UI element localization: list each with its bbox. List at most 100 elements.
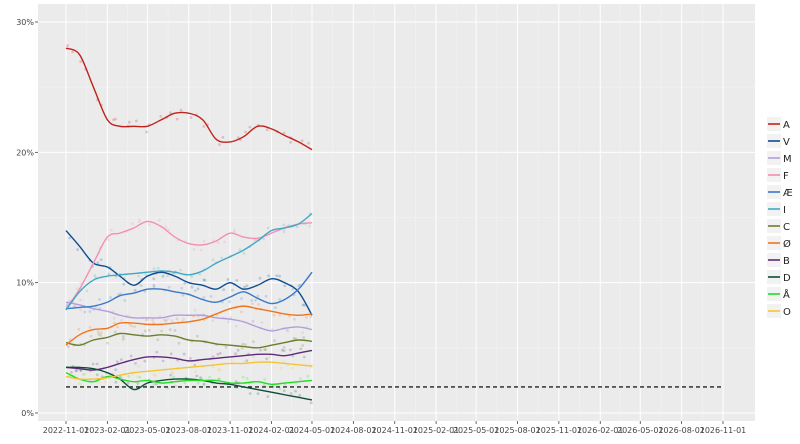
- poll-point-I: [262, 237, 265, 241]
- x-tick-label: 2023-02-01: [84, 426, 131, 435]
- poll-point-O: [290, 366, 294, 370]
- series-line-C: [65, 332, 313, 349]
- poll-point-M: [182, 317, 186, 321]
- poll-point-Å: [245, 377, 249, 380]
- poll-point-O: [97, 380, 101, 384]
- poll-point-I: [107, 272, 111, 276]
- poll-point-Æ: [231, 288, 234, 292]
- poll-point-B: [119, 358, 123, 361]
- poll-point-O: [137, 365, 141, 368]
- poll-point-Å: [241, 375, 245, 379]
- x-tick-label: 2024-02-01: [248, 426, 295, 435]
- poll-point-O: [211, 365, 215, 369]
- series-line-Æ: [65, 271, 313, 310]
- y-tick-label: 10%: [16, 279, 34, 288]
- series-line-B: [65, 349, 313, 371]
- poll-point-I: [166, 274, 169, 278]
- poll-point-V: [283, 284, 287, 288]
- poll-point-O: [152, 373, 156, 376]
- poll-point-D: [199, 376, 202, 380]
- poll-point-O: [120, 376, 124, 380]
- legend-label-M: M: [783, 154, 792, 165]
- legend-label-Æ: Æ: [783, 188, 793, 199]
- poll-point-D: [202, 382, 206, 386]
- poll-point-I: [211, 258, 215, 262]
- poll-point-D: [289, 392, 293, 395]
- poll-point-Å: [262, 383, 266, 387]
- poll-point-C: [292, 337, 296, 340]
- poll-point-C: [244, 343, 247, 346]
- poll-point-M: [211, 319, 215, 322]
- poll-point-F: [164, 225, 168, 229]
- legend-item-I: I: [767, 202, 786, 216]
- poll-point-O: [282, 360, 286, 364]
- poll-point-O: [251, 355, 255, 359]
- poll-point-Æ: [193, 289, 197, 293]
- series-line-I: [65, 213, 313, 311]
- poll-point-B: [74, 369, 78, 373]
- poll-point-V: [183, 281, 187, 285]
- poll-point-D: [256, 392, 260, 395]
- poll-point-Æ: [264, 294, 268, 298]
- poll-point-O: [193, 370, 197, 374]
- poll-point-Æ: [278, 298, 282, 301]
- poll-point-F: [147, 223, 151, 227]
- poll-point-V: [122, 282, 126, 286]
- poll-point-I: [242, 252, 246, 255]
- poll-point-V: [258, 276, 262, 280]
- poll-point-Å: [278, 387, 282, 391]
- legend-item-Å: Å: [767, 287, 790, 301]
- poll-point-M: [227, 320, 230, 324]
- poll-point-D: [95, 373, 99, 377]
- poll-point-Å: [263, 377, 267, 381]
- poll-point-I: [190, 275, 194, 279]
- legend-label-V: V: [783, 137, 790, 148]
- poll-point-M: [74, 304, 78, 308]
- poll-point-F: [138, 220, 141, 224]
- poll-point-Å: [202, 383, 206, 387]
- poll-point-O: [154, 374, 157, 378]
- poll-point-Ø: [288, 314, 291, 318]
- poll-point-C: [66, 345, 70, 348]
- poll-point-Æ: [202, 296, 206, 299]
- poll-point-C: [113, 330, 117, 334]
- poll-point-B: [182, 352, 186, 356]
- poll-point-O: [77, 382, 81, 385]
- poll-point-A: [202, 125, 206, 128]
- poll-point-O: [171, 372, 175, 375]
- poll-point-O: [136, 375, 139, 378]
- poll-point-Å: [208, 375, 212, 379]
- poll-point-B: [218, 352, 222, 355]
- poll-point-Ø: [151, 318, 155, 322]
- poll-point-A: [189, 116, 193, 119]
- poll-point-Æ: [240, 297, 243, 300]
- legend-label-D: D: [783, 273, 791, 284]
- poll-point-B: [161, 359, 165, 363]
- poll-point-V: [202, 278, 206, 282]
- series-line-F: [65, 220, 313, 310]
- poll-point-B: [282, 349, 286, 352]
- poll-point-Æ: [119, 292, 123, 296]
- poll-point-A: [218, 143, 221, 146]
- poll-point-F: [157, 218, 161, 222]
- poll-point-B: [115, 360, 119, 364]
- poll-point-M: [301, 331, 304, 335]
- poll-point-B: [91, 362, 95, 366]
- x-tick-label: 2026-02-01: [577, 426, 624, 435]
- poll-point-F: [137, 218, 141, 222]
- poll-point-V: [203, 279, 207, 282]
- poll-point-C: [99, 334, 103, 337]
- poll-point-C: [273, 339, 276, 343]
- poll-point-Ø: [145, 318, 149, 322]
- legend-label-C: C: [783, 222, 790, 233]
- poll-point-Æ: [152, 283, 156, 287]
- poll-point-Æ: [228, 300, 232, 304]
- poll-point-O: [218, 368, 221, 371]
- poll-point-Å: [82, 373, 85, 376]
- poll-point-Ø: [240, 310, 243, 314]
- poll-point-M: [112, 316, 116, 320]
- poll-point-A: [221, 136, 225, 139]
- poll-point-M: [79, 308, 82, 312]
- poll-point-O: [242, 360, 246, 363]
